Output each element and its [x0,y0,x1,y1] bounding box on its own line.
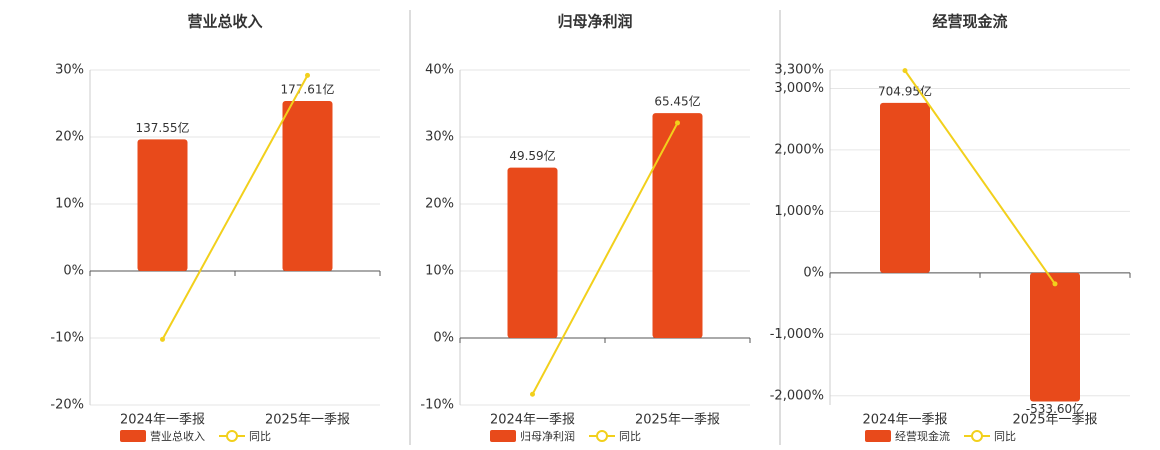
x-tick-label: 2025年一季报 [635,413,720,428]
line [161,74,309,340]
legend-label: 同比 [249,430,271,443]
y-tick-label: -20% [50,398,84,413]
y-tick-label: 3,000% [774,81,824,96]
data-label: 177.61亿 [281,82,335,97]
y-tick-label: 0% [803,265,824,280]
y-tick-label: 10% [55,197,84,212]
point [160,336,165,342]
legend-label: 营业总收入 [150,429,205,443]
point [902,68,908,74]
bar [507,167,558,338]
y-tick-label: 30% [55,63,84,78]
point [1052,281,1058,287]
data-label: 137.55亿 [136,120,190,135]
y-tick-label: 0% [63,264,84,279]
y-tick-label: 20% [425,197,454,212]
legend-swatch [226,430,238,442]
legend-label: 经营现金流 [895,429,950,443]
data-label: -533.60亿 [1026,401,1084,416]
y-tick-label: 40% [425,63,454,78]
y-tick-label: 10% [425,264,454,279]
x-tick-label: 2024年一季报 [862,413,947,428]
legend-swatch [490,430,516,442]
line [904,70,1056,285]
y-tick-label: 0% [433,331,454,346]
x-tick-label: 2024年一季报 [120,413,205,428]
chart-title: 营业总收入 [187,13,262,31]
x-tick-label: 2025年一季报 [265,413,350,428]
y-tick-label: 1,000% [774,204,824,219]
y-tick-label: -10% [420,398,454,413]
legend-label: 同比 [994,430,1016,443]
y-tick-label: -1,000% [770,327,824,342]
y-tick-label: 30% [425,130,454,145]
bar [282,101,333,271]
bar [880,102,930,273]
y-tick-label: 3,300% [774,63,824,78]
x-tick-label: 2025年一季报 [1012,413,1097,428]
legend-swatch [120,430,146,442]
y-tick-label: 2,000% [774,142,824,157]
point [530,391,535,397]
bar [1030,272,1080,402]
y-tick-label: -10% [50,331,84,346]
line [531,122,679,395]
legend-label: 归母净利润 [520,429,575,443]
y-tick-label: -2,000% [770,388,824,403]
data-label: 65.45亿 [654,94,700,109]
chart-title: 经营现金流 [932,13,1007,31]
x-tick-label: 2024年一季报 [490,413,575,428]
data-label: 49.59亿 [509,148,555,163]
data-label: 704.95亿 [878,83,932,98]
y-tick-label: 20% [55,130,84,145]
bar [652,113,703,338]
point [675,120,680,126]
legend-swatch [596,430,608,442]
legend-label: 同比 [619,430,641,443]
bar [137,139,188,271]
legend-swatch [865,430,891,442]
point [305,72,310,78]
chart-title: 归母净利润 [557,13,632,31]
legend-swatch [971,430,983,442]
